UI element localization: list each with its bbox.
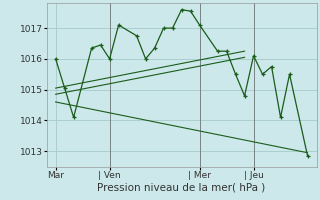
X-axis label: Pression niveau de la mer( hPa ): Pression niveau de la mer( hPa ) [98,183,266,193]
